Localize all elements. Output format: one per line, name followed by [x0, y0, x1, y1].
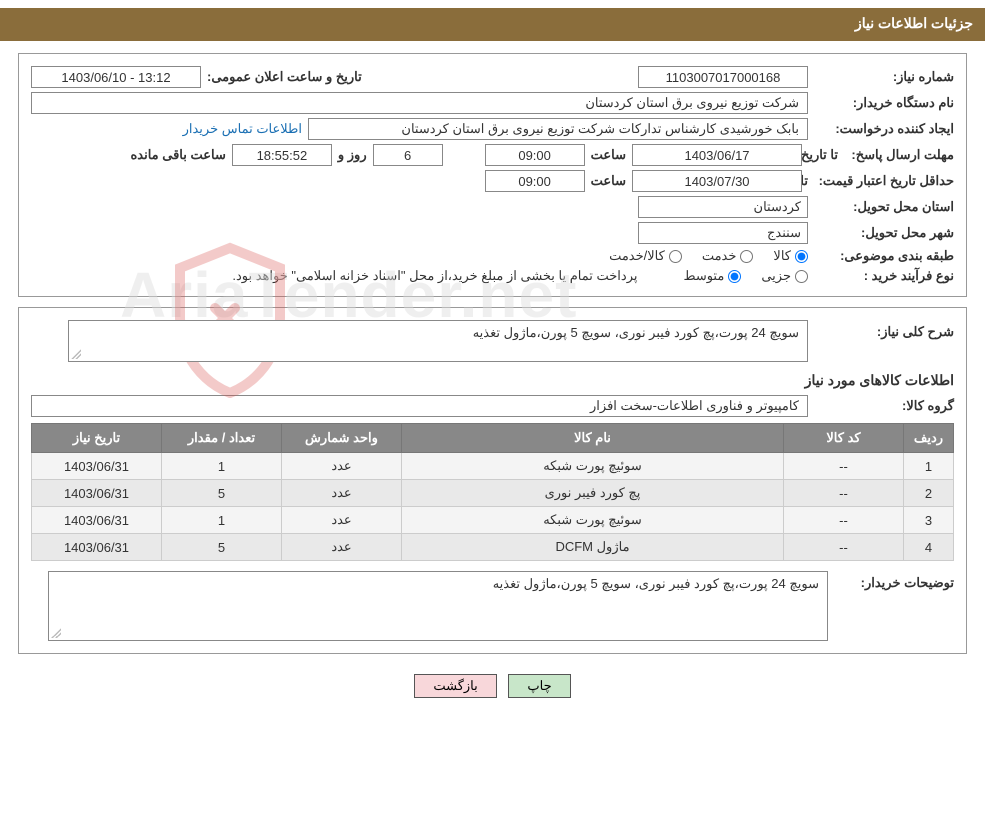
table-cell: 1 — [162, 507, 282, 534]
field-province: کردستان — [638, 196, 808, 218]
radio-label-partial: جزیی — [761, 268, 791, 284]
table-cell: 1 — [904, 453, 954, 480]
field-goods-group: کامپیوتر و فناوری اطلاعات-سخت افزار — [31, 395, 808, 417]
label-city: شهر محل تحویل: — [814, 225, 954, 241]
radio-goods[interactable] — [795, 250, 808, 263]
label-goods-group: گروه کالا: — [814, 398, 954, 414]
table-cell: ماژول DCFM — [402, 534, 784, 561]
label-need-no: شماره نیاز: — [814, 69, 954, 85]
table-cell: سوئیچ پورت شبکه — [402, 453, 784, 480]
field-city: سنندج — [638, 222, 808, 244]
table-cell: 4 — [904, 534, 954, 561]
table-cell: 1 — [162, 453, 282, 480]
radio-label-goods-service: کالا/خدمت — [609, 248, 665, 264]
payment-note-text: پرداخت تمام یا بخشی از مبلغ خرید،از محل … — [232, 268, 637, 284]
field-announce-datetime: 13:12 - 1403/06/10 — [31, 66, 201, 88]
need-info-box: شماره نیاز: 1103007017000168 تاریخ و ساع… — [18, 53, 967, 297]
table-cell: 3 — [904, 507, 954, 534]
th-date: تاریخ نیاز — [32, 424, 162, 453]
table-cell: 1403/06/31 — [32, 453, 162, 480]
label-buyer-org: نام دستگاه خریدار: — [814, 95, 954, 111]
table-row: 3--سوئیچ پورت شبکهعدد11403/06/31 — [32, 507, 954, 534]
table-cell: 1403/06/31 — [32, 480, 162, 507]
th-row: ردیف — [904, 424, 954, 453]
label-requester: ایجاد کننده درخواست: — [814, 121, 954, 137]
link-buyer-contact[interactable]: اطلاعات تماس خریدار — [183, 121, 302, 137]
field-validity-time: 09:00 — [485, 170, 585, 192]
field-need-desc[interactable]: سویچ 24 پورت،پچ کورد فیبر نوری، سویچ 5 پ… — [68, 320, 808, 362]
field-time-remaining: 18:55:52 — [232, 144, 332, 166]
th-qty: تعداد / مقدار — [162, 424, 282, 453]
table-cell: عدد — [282, 534, 402, 561]
field-validity-date: 1403/07/30 — [632, 170, 802, 192]
items-table: ردیف کد کالا نام کالا واحد شمارش تعداد /… — [31, 423, 954, 561]
table-cell: عدد — [282, 507, 402, 534]
page-title: جزئیات اطلاعات نیاز — [855, 15, 973, 31]
label-min-validity: حداقل تاریخ اعتبار قیمت: — [814, 173, 954, 189]
th-unit: واحد شمارش — [282, 424, 402, 453]
need-details-box: شرح کلی نیاز: سویچ 24 پورت،پچ کورد فیبر … — [18, 307, 967, 654]
field-requester: بابک خورشیدی کارشناس تدارکات شرکت توزیع … — [308, 118, 808, 140]
label-time-2: ساعت — [591, 173, 626, 189]
back-button[interactable]: بازگشت — [414, 674, 496, 698]
th-code: کد کالا — [784, 424, 904, 453]
print-button[interactable]: چاپ — [508, 674, 570, 698]
label-time-suffix: ساعت باقی مانده — [130, 147, 225, 163]
radio-label-service: خدمت — [702, 248, 737, 264]
table-row: 4--ماژول DCFMعدد51403/06/31 — [32, 534, 954, 561]
label-province: استان محل تحویل: — [814, 199, 954, 215]
label-announce-datetime: تاریخ و ساعت اعلان عمومی: — [207, 69, 362, 85]
radio-goods-service[interactable] — [669, 250, 682, 263]
label-subject-class: طبقه بندی موضوعی: — [814, 248, 954, 264]
field-buyer-org: شرکت توزیع نیروی برق استان کردستان — [31, 92, 808, 114]
label-to-date-1: تا تاریخ: — [808, 147, 838, 163]
header-underline — [0, 39, 985, 41]
field-deadline-time: 09:00 — [485, 144, 585, 166]
table-cell: 5 — [162, 534, 282, 561]
table-row: 1--سوئیچ پورت شبکهعدد11403/06/31 — [32, 453, 954, 480]
table-cell: 1403/06/31 — [32, 507, 162, 534]
table-cell: -- — [784, 507, 904, 534]
label-buyer-notes: توضیحات خریدار: — [834, 571, 954, 591]
table-cell: -- — [784, 453, 904, 480]
th-name: نام کالا — [402, 424, 784, 453]
label-time-1: ساعت — [591, 147, 626, 163]
field-need-no: 1103007017000168 — [638, 66, 808, 88]
field-deadline-date: 1403/06/17 — [632, 144, 802, 166]
radio-service[interactable] — [740, 250, 753, 263]
section-required-goods: اطلاعات کالاهای مورد نیاز — [31, 372, 954, 389]
items-tbody: 1--سوئیچ پورت شبکهعدد11403/06/312--پچ کو… — [32, 453, 954, 561]
table-cell: سوئیچ پورت شبکه — [402, 507, 784, 534]
table-cell: پچ کورد فیبر نوری — [402, 480, 784, 507]
label-days-suffix: روز و — [338, 147, 367, 163]
table-cell: -- — [784, 480, 904, 507]
table-header-row: ردیف کد کالا نام کالا واحد شمارش تعداد /… — [32, 424, 954, 453]
radio-medium[interactable] — [728, 270, 741, 283]
field-buyer-notes[interactable]: سویچ 24 پورت،پچ کورد فیبر نوری، سویچ 5 پ… — [48, 571, 828, 641]
page-title-bar: جزئیات اطلاعات نیاز — [0, 8, 985, 39]
table-cell: عدد — [282, 480, 402, 507]
radio-partial[interactable] — [795, 270, 808, 283]
table-cell: عدد — [282, 453, 402, 480]
table-row: 2--پچ کورد فیبر نوریعدد51403/06/31 — [32, 480, 954, 507]
table-cell: 2 — [904, 480, 954, 507]
radio-label-medium: متوسط — [683, 268, 724, 284]
label-purchase-type: نوع فرآیند خرید : — [814, 268, 954, 284]
table-cell: 1403/06/31 — [32, 534, 162, 561]
radio-label-goods: کالا — [773, 248, 791, 264]
table-cell: 5 — [162, 480, 282, 507]
label-need-desc: شرح کلی نیاز: — [814, 320, 954, 340]
field-days-remaining: 6 — [373, 144, 443, 166]
label-deadline: مهلت ارسال پاسخ: — [844, 147, 954, 163]
table-cell: -- — [784, 534, 904, 561]
buttons-row: چاپ بازگشت — [0, 664, 985, 708]
